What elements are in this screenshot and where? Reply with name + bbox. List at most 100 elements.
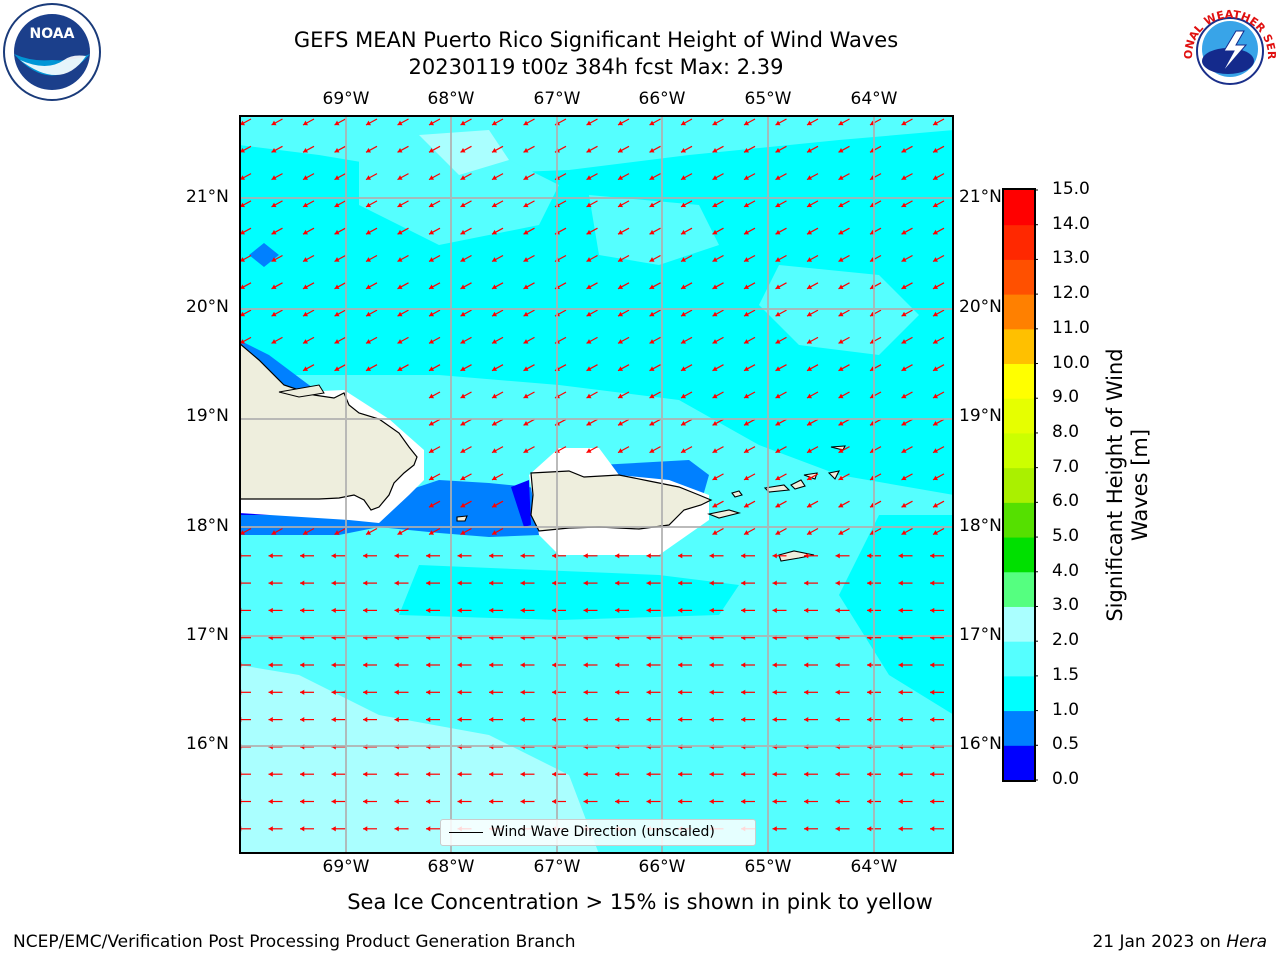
colorbar-tick-label: 14.0: [1052, 213, 1090, 234]
wave-arrowhead: [646, 607, 651, 613]
map-legend: Wind Wave Direction (unscaled): [440, 819, 756, 846]
wave-arrowhead: [334, 311, 340, 317]
wave-arrowhead: [460, 120, 466, 126]
wave-arrowhead: [363, 553, 368, 559]
colorbar-segment: [1004, 641, 1034, 677]
wave-arrowhead: [744, 339, 749, 344]
lat-label-left: 21°N: [186, 187, 229, 207]
colorbar-segment: [1004, 363, 1034, 399]
wave-arrowhead: [552, 717, 557, 723]
wave-arrowhead: [775, 120, 781, 126]
colorbar-label-line1: Significant Height of Wind: [1103, 348, 1127, 622]
wave-arrowhead: [492, 175, 497, 180]
wave-arrowhead: [807, 311, 812, 317]
wave-arrowhead: [775, 502, 781, 508]
colorbar-tick-label: 0.0: [1052, 769, 1080, 789]
wave-arrowhead: [363, 580, 368, 586]
wave-arrowhead: [709, 580, 714, 586]
wave-arrowhead: [429, 530, 434, 535]
wave-arrowhead: [744, 393, 749, 399]
wave-arrowhead: [678, 580, 683, 586]
wave-arrowhead: [678, 798, 683, 805]
wave-arrowhead: [489, 553, 494, 559]
wave-arrowhead: [775, 366, 781, 371]
wave-arrowhead: [240, 339, 245, 344]
colorbar-segment: [1004, 502, 1034, 538]
wave-arrowhead: [366, 284, 371, 290]
wave-arrowhead: [300, 607, 305, 613]
wave-arrowhead: [709, 771, 714, 777]
lat-label-right: 17°N: [959, 625, 1002, 645]
wave-arrowhead: [835, 771, 840, 777]
wave-arrowhead: [838, 339, 844, 344]
wave-arrowhead: [334, 229, 340, 235]
wave-arrowhead: [898, 662, 903, 668]
noaa-logo-text: NOAA: [30, 26, 75, 42]
wave-arrowhead: [460, 175, 466, 180]
wave-arrowhead: [520, 553, 525, 559]
wave-arrowhead: [804, 662, 809, 668]
wave-arrowhead: [681, 420, 686, 426]
wave-arrowhead: [586, 339, 592, 344]
wave-arrowhead: [772, 607, 777, 613]
wave-arrowhead: [838, 475, 844, 481]
wave-arrowhead: [681, 202, 686, 208]
wave-arrowhead: [898, 607, 903, 613]
wave-arrowhead: [933, 257, 938, 262]
wave-arrowhead: [744, 284, 749, 290]
wave-arrowhead: [930, 689, 935, 695]
wave-arrowhead: [457, 689, 462, 695]
wave-arrowhead: [300, 553, 305, 559]
wave-arrowhead: [489, 717, 494, 723]
wave-arrowhead: [615, 717, 620, 723]
wave-arrowhead: [807, 175, 812, 180]
wave-arrowhead: [394, 553, 399, 559]
wave-arrowhead: [712, 339, 718, 344]
wave-arrowhead: [681, 393, 686, 399]
wave-arrowhead: [775, 393, 781, 399]
wave-arrowhead: [901, 475, 907, 481]
wave-arrowhead: [397, 284, 403, 290]
wave-arrowhead: [268, 826, 273, 832]
wave-arrowhead: [744, 120, 749, 126]
wave-arrowhead: [303, 175, 308, 180]
wave-arrowhead: [492, 366, 497, 371]
wave-arrowhead: [712, 420, 718, 426]
wave-arrowhead: [426, 798, 431, 805]
wave-arrowhead: [363, 717, 368, 723]
wave-arrowhead: [678, 689, 683, 695]
wave-arrowhead: [901, 175, 907, 180]
wave-arrowhead: [618, 311, 623, 317]
wave-arrowhead: [300, 771, 305, 777]
wave-arrowhead: [649, 284, 655, 290]
lon-label-bottom: 69°W: [322, 857, 370, 877]
wave-arrowhead: [586, 175, 592, 180]
lon-label-bottom: 67°W: [533, 857, 581, 877]
wave-arrowhead: [933, 147, 938, 153]
wave-arrowhead: [744, 175, 749, 180]
lat-label-right: 16°N: [959, 734, 1002, 754]
wave-arrowhead: [649, 366, 655, 371]
wave-arrowhead: [523, 257, 529, 262]
wave-arrowhead: [429, 311, 434, 317]
wave-arrowhead: [271, 257, 277, 262]
noaa-logo: NOAA: [3, 3, 101, 101]
colorbar-label-line2: Waves [m]: [1128, 428, 1152, 542]
wave-arrowhead: [649, 420, 655, 426]
wave-arrowhead: [366, 339, 371, 344]
colorbar-tick-label: 1.0: [1052, 699, 1080, 720]
wave-arrowhead: [492, 530, 497, 535]
wave-arrowhead: [363, 771, 368, 777]
wave-arrowhead: [615, 798, 620, 805]
wave-arrowhead: [772, 662, 777, 668]
wave-arrowhead: [489, 607, 494, 613]
wave-arrowhead: [741, 771, 746, 777]
wave-arrowhead: [397, 257, 403, 262]
wave-arrowhead: [460, 502, 466, 508]
wave-arrowhead: [460, 339, 466, 344]
wave-arrowhead: [363, 662, 368, 668]
wave-arrowhead: [744, 311, 749, 317]
wave-arrowhead: [772, 689, 777, 695]
wave-arrowhead: [300, 717, 305, 723]
wave-arrowhead: [838, 229, 844, 235]
